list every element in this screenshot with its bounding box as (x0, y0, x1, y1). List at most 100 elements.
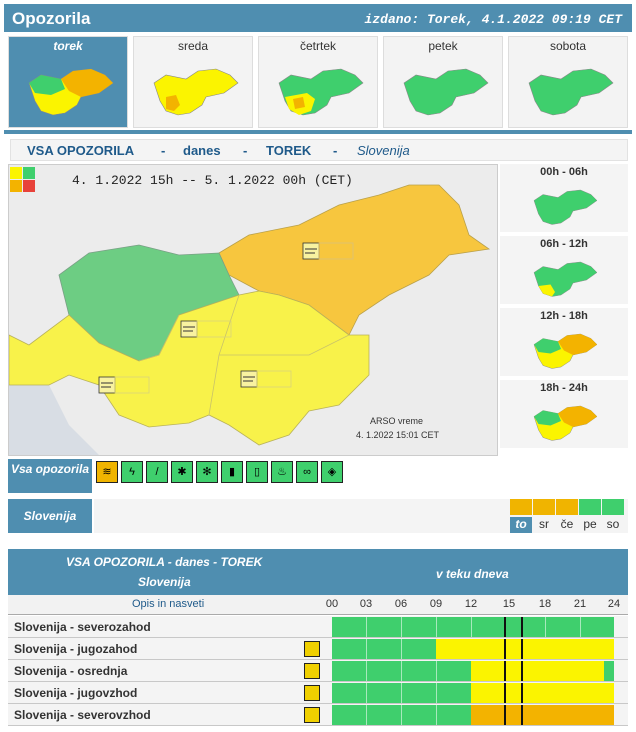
wind-icon[interactable] (304, 663, 320, 679)
low-temp-icon[interactable]: ▯ (246, 461, 268, 483)
row-name: Slovenija - jugovzhod (14, 686, 138, 700)
thunderstorm-icon[interactable]: ϟ (121, 461, 143, 483)
hour-label: 21 (573, 598, 587, 610)
timeline-orange (471, 705, 614, 725)
timeline-green (332, 639, 436, 659)
table-during: v teku dneva (436, 567, 509, 581)
now-line (521, 639, 523, 659)
slovenia-map-icon (153, 68, 239, 116)
now-line (521, 617, 523, 637)
warning-type-label: Vsa opozorila (8, 459, 92, 493)
grid-line (436, 617, 437, 637)
now-line (504, 683, 506, 703)
map-time-range: 4. 1.2022 15h -- 5. 1.2022 00h (CET) (72, 173, 353, 188)
row-name: Slovenija - severovzhod (14, 708, 151, 722)
table-subtitle: Slovenija (138, 575, 191, 589)
timeline-green (332, 617, 614, 637)
now-line (521, 683, 523, 703)
ice-icon[interactable]: ◈ (321, 461, 343, 483)
legend-icon (10, 167, 35, 192)
tab-label: četrtek (299, 39, 336, 53)
page-title: Opozorila (12, 9, 91, 28)
slovenia-map-icon (533, 261, 598, 297)
table-row[interactable]: Slovenija - osrednja (8, 660, 628, 682)
day-level-ce (556, 499, 578, 515)
grid-line (401, 683, 402, 703)
fog-icon[interactable]: ∞ (296, 461, 318, 483)
wind-icon[interactable] (304, 641, 320, 657)
day-short-so[interactable]: so (606, 517, 620, 531)
period-label: 00h - 06h (540, 166, 588, 178)
hour-label: 18 (538, 598, 552, 610)
map-timestamp: 4. 1.2022 15:01 CET (356, 430, 440, 440)
hour-label: 06 (394, 598, 408, 610)
tab-label: sobota (549, 39, 587, 53)
day-short-ce[interactable]: če (560, 517, 574, 531)
tab-torek[interactable]: torek (8, 36, 128, 128)
table-row[interactable]: Slovenija - severovzhod (8, 704, 628, 726)
grid-line (401, 639, 402, 659)
snow-icon[interactable]: ✱ (171, 461, 193, 483)
day-short-to[interactable]: to (510, 517, 532, 533)
period-06-12[interactable]: 06h - 12h (500, 236, 628, 306)
day-short-pe[interactable]: pe (583, 517, 597, 531)
grid-line (366, 705, 367, 725)
tab-petek[interactable]: petek (383, 36, 503, 128)
period-maps: 00h - 06h 06h - 12h 12h - 18h 18h - 24h (500, 164, 628, 456)
period-00-06[interactable]: 00h - 06h (500, 164, 628, 234)
day-level-so (602, 499, 624, 515)
high-temp-icon[interactable]: ▮ (221, 461, 243, 483)
hour-label: 03 (359, 598, 373, 610)
grid-line (436, 661, 437, 681)
table-row[interactable]: Slovenija - jugozahod (8, 638, 628, 660)
tab-sreda[interactable]: sreda (133, 36, 253, 128)
dash: - (333, 143, 338, 158)
period-label: 06h - 12h (540, 238, 588, 250)
description-header: Opis in nasveti (132, 598, 205, 610)
dash: - (161, 143, 166, 158)
wind-icon[interactable]: ≋ (96, 461, 118, 483)
table-header: VSA OPOZORILA - danes - TOREK Slovenija … (8, 549, 628, 595)
hour-label: 24 (607, 598, 621, 610)
warning-map[interactable] (8, 164, 498, 456)
map-source: ARSO vreme (370, 416, 424, 426)
now-line (504, 705, 506, 725)
timeline-green (604, 661, 614, 681)
now-line (504, 639, 506, 659)
slovenia-map-icon (533, 405, 598, 441)
tab-cetrtek[interactable]: četrtek (258, 36, 378, 128)
slovenia-map-icon (403, 68, 489, 116)
timeline-yellow (471, 683, 614, 703)
table-row[interactable]: Slovenija - jugovzhod (8, 682, 628, 704)
timeline-yellow (471, 661, 604, 681)
slovenia-map-icon (533, 189, 598, 225)
tab-label: sreda (177, 39, 209, 53)
now-line (504, 661, 506, 681)
row-name: Slovenija - osrednja (14, 664, 128, 678)
all-warnings-label: VSA OPOZORILA (27, 143, 135, 158)
grid-line (401, 661, 402, 681)
wind-icon[interactable] (304, 707, 320, 723)
hour-label: 12 (464, 598, 478, 610)
divider (4, 130, 632, 134)
snow-rain-icon[interactable]: ✻ (196, 461, 218, 483)
fire-icon[interactable]: ♨ (271, 461, 293, 483)
grid-line (436, 705, 437, 725)
table-subheader: Opis in nasveti 00 03 06 09 12 15 18 21 … (8, 595, 628, 615)
now-line (521, 661, 523, 681)
period-12-18[interactable]: 12h - 18h (500, 308, 628, 378)
period-18-24[interactable]: 18h - 24h (500, 380, 628, 450)
hour-label: 00 (325, 598, 339, 610)
slovenia-map-icon (28, 68, 114, 116)
grid-line (471, 617, 472, 637)
now-line (504, 617, 506, 637)
tab-label: petek (428, 39, 458, 53)
tab-sobota[interactable]: sobota (508, 36, 628, 128)
rain-icon[interactable]: / (146, 461, 168, 483)
day-tabs: torek sreda četrtek petek sobota (8, 36, 630, 128)
table-row[interactable]: Slovenija - severozahod (8, 616, 628, 638)
table-title: VSA OPOZORILA - danes - TOREK (66, 555, 263, 569)
day-short-sr[interactable]: sr (539, 517, 549, 531)
day-level-sr (533, 499, 555, 515)
wind-icon[interactable] (304, 685, 320, 701)
